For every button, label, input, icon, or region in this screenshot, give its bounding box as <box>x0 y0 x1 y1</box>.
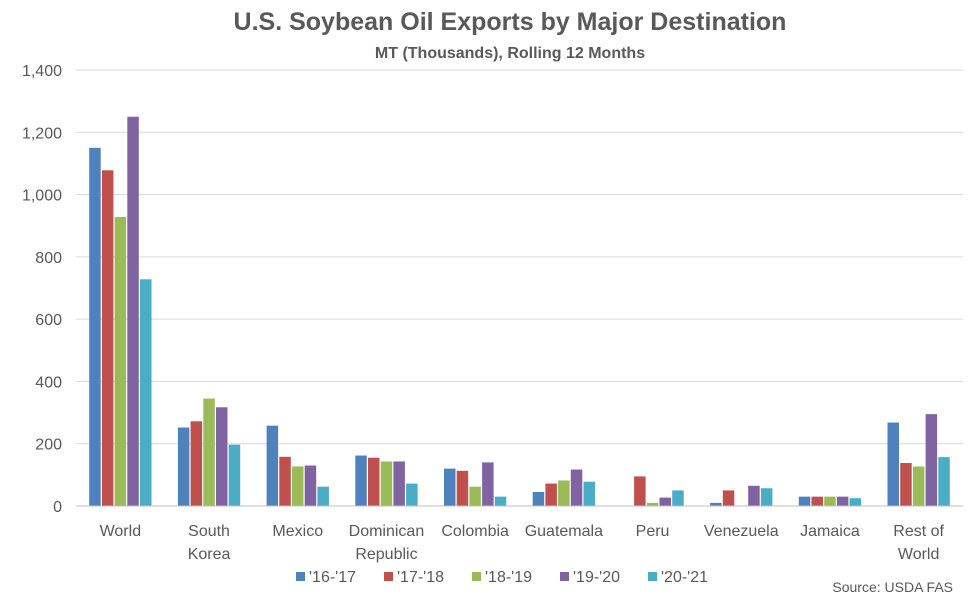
x-category-label: World <box>100 523 142 540</box>
bar <box>292 466 304 506</box>
chart-subtitle: MT (Thousands), Rolling 12 Months <box>375 45 645 62</box>
bar <box>722 490 735 506</box>
x-category-label: Rest of World <box>893 523 944 563</box>
bar <box>216 407 228 506</box>
legend-swatch <box>648 572 657 581</box>
bar <box>824 496 836 506</box>
bar <box>89 147 101 506</box>
bar <box>811 496 823 506</box>
bar <box>634 476 646 506</box>
y-tick-label: 800 <box>35 250 62 267</box>
bar <box>368 457 380 506</box>
bar <box>836 496 849 506</box>
bar <box>190 421 203 506</box>
x-category-label: Colombia <box>441 523 509 540</box>
bar <box>304 465 317 506</box>
bar <box>444 468 456 506</box>
bar <box>570 469 583 506</box>
x-category-label: Dominican Republic <box>349 523 425 563</box>
bar <box>469 486 481 506</box>
bar <box>203 398 215 506</box>
legend-label: '18-'19 <box>485 569 532 586</box>
source-note: Source: USDA FAS <box>832 579 953 595</box>
bar <box>912 466 925 506</box>
bar <box>925 414 938 506</box>
bar <box>710 502 722 506</box>
bar <box>798 496 811 506</box>
bar <box>849 498 862 506</box>
x-category-label: Guatemala <box>525 523 603 540</box>
bar <box>228 444 241 506</box>
y-tick-label: 600 <box>35 312 62 329</box>
x-category-label: Venezuela <box>704 523 779 540</box>
y-tick-label: 400 <box>35 374 62 391</box>
gridlines <box>76 69 963 445</box>
y-tick-label: 0 <box>53 499 62 516</box>
y-axis-tick-labels: 0 200 400 600 800 1,000 1,200 1,400 <box>22 63 62 516</box>
bar <box>760 488 773 506</box>
bars <box>89 116 950 506</box>
y-tick-label: 1,000 <box>22 188 62 205</box>
y-tick-label: 200 <box>35 437 62 454</box>
bar <box>114 216 127 506</box>
bar <box>380 461 393 506</box>
bar <box>748 485 760 506</box>
legend-label: '17-'18 <box>397 569 444 586</box>
legend-swatch <box>296 572 305 581</box>
bar <box>140 279 152 506</box>
legend-swatch <box>560 572 569 581</box>
bar <box>177 427 190 506</box>
bar <box>355 455 367 506</box>
bar <box>127 116 139 506</box>
y-tick-label: 1,400 <box>22 63 62 80</box>
bar <box>406 483 418 506</box>
x-category-label: Jamaica <box>800 523 860 540</box>
x-category-label: Mexico <box>272 523 323 540</box>
bar <box>583 481 595 506</box>
bar <box>456 470 469 506</box>
bar <box>494 496 507 506</box>
legend: '16-'17 '17-'18 '18-'19 '19-'20 '20-'21 <box>296 569 708 586</box>
chart-title: U.S. Soybean Oil Exports by Major Destin… <box>234 8 787 36</box>
bar <box>279 456 291 506</box>
bar <box>532 491 545 506</box>
legend-label: '19-'20 <box>573 569 620 586</box>
bar <box>672 490 684 506</box>
x-category-label: South Korea <box>188 523 231 563</box>
bar <box>558 480 570 506</box>
bar <box>900 463 912 506</box>
legend-swatch <box>472 572 481 581</box>
bar <box>393 461 405 506</box>
bar <box>482 462 494 506</box>
bar <box>938 457 950 506</box>
legend-label: '20-'21 <box>661 569 708 586</box>
legend-label: '16-'17 <box>309 569 356 586</box>
y-tick-label: 1,200 <box>22 125 62 142</box>
bar <box>101 170 114 506</box>
x-category-label: Peru <box>636 523 670 540</box>
x-axis-category-labels: World South Korea Mexico Dominican Republic Co… <box>100 523 945 563</box>
bar <box>887 422 899 506</box>
legend-swatch <box>384 572 393 581</box>
bar <box>317 486 329 506</box>
bar <box>646 502 659 506</box>
bar <box>545 483 557 506</box>
bar <box>659 497 671 506</box>
bar <box>266 425 279 506</box>
